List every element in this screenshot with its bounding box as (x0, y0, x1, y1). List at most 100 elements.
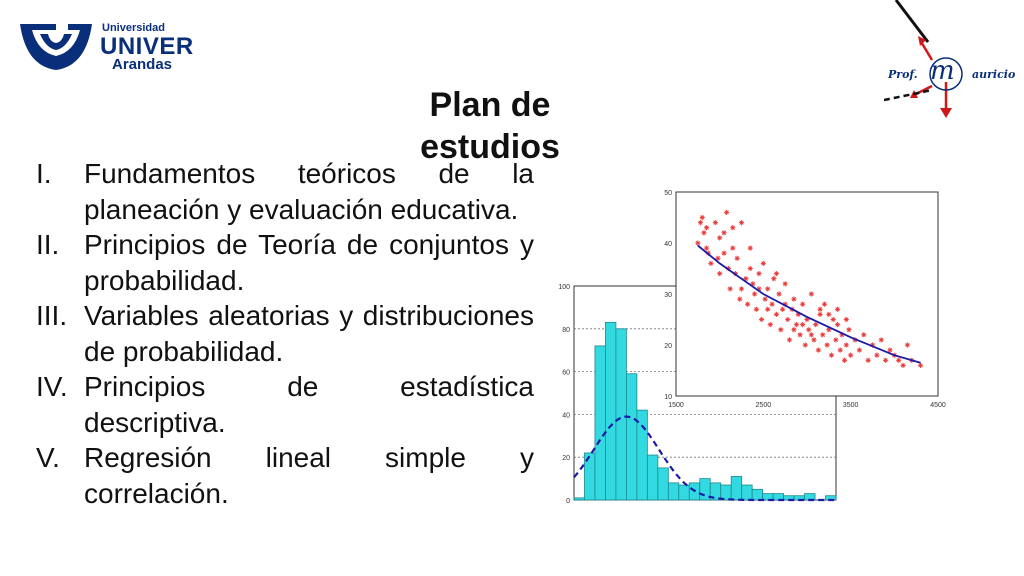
scatter-y-tick-label: 50 (664, 190, 672, 197)
scatter-point (800, 322, 806, 328)
scatter-point (802, 342, 808, 348)
scatter-point (738, 220, 745, 226)
scatter-point (699, 214, 705, 221)
histogram-y-tick-label: 20 (562, 455, 570, 462)
scatter-point (776, 291, 782, 297)
scatter-point (765, 306, 771, 312)
histogram-bar (594, 345, 606, 501)
histogram-bar (730, 476, 743, 501)
signature-rest: auricio (972, 68, 1016, 81)
scatter-point (778, 327, 784, 333)
topic-text: Regresión lineal simple y correlación. (84, 442, 534, 509)
histogram-y-tick-label: 100 (558, 284, 570, 291)
scatter-y-tick-label: 30 (664, 292, 672, 299)
scatter-point (737, 296, 743, 302)
topic-number: V. (36, 442, 60, 473)
scatter-point (747, 265, 753, 272)
slide-title: Plan de estudios (420, 86, 560, 166)
scatter-frame (675, 191, 939, 397)
scatter-point (917, 362, 924, 368)
scatter-point (779, 306, 786, 312)
scatter-point (811, 337, 817, 343)
scatter-point (791, 296, 797, 302)
scatter-point (821, 301, 828, 307)
scatter-point (701, 230, 707, 236)
scatter-point (773, 311, 780, 317)
scatter-point (820, 332, 826, 338)
university-logo: Universidad UNIVER Arandas (16, 14, 193, 74)
scatter-point (878, 337, 884, 343)
scatter-point (767, 322, 773, 328)
topic-item: IV. Principios de estadística descriptiva… (36, 369, 534, 440)
scatter-y-tick-label: 10 (664, 394, 672, 401)
topic-number: II. (36, 229, 60, 260)
histogram-bar (720, 484, 732, 501)
topic-number: IV. (36, 371, 68, 402)
logo-line-2: UNIVER (100, 33, 194, 60)
scatter-point (758, 316, 765, 323)
scatter-point (861, 332, 867, 338)
course-topic-list: I. Fundamentos teóricos de la planeación … (36, 156, 534, 511)
scatter-point (833, 337, 839, 343)
scatter-y-tick-label: 40 (664, 241, 672, 248)
scatter-point (837, 347, 843, 353)
scatter-point (843, 316, 849, 323)
scatter-point (824, 342, 830, 348)
histogram-y-tick-label: 60 (562, 370, 570, 377)
histogram-bar (605, 321, 617, 501)
logo-line-3: Arandas (112, 56, 173, 73)
histogram-density-curve (573, 415, 836, 502)
scatter-point (817, 306, 823, 312)
histogram-bar (626, 373, 638, 501)
scatter-point (703, 225, 710, 231)
scatter-point (900, 362, 906, 368)
scatter-point (695, 240, 701, 246)
scatter-point (817, 311, 823, 317)
scatter-point (708, 260, 714, 266)
scatter-point (745, 301, 751, 307)
scatter-point (712, 220, 718, 226)
scatter-point (834, 322, 841, 328)
topic-number: I. (36, 158, 52, 189)
scatter-point (769, 301, 775, 307)
scatter-point (738, 286, 745, 292)
topic-text: Principios de estadística descriptiva. (84, 371, 534, 438)
scatter-point (826, 311, 832, 317)
scatter-point (747, 245, 753, 251)
scatter-point (800, 301, 806, 307)
signature-prefix: Prof. (888, 68, 918, 81)
scatter-point (782, 281, 788, 287)
scatter-point (904, 342, 911, 348)
scatter-y-tick-label: 20 (664, 343, 672, 350)
topic-item: I. Fundamentos teóricos de la planeación … (36, 156, 534, 227)
scatter-point (724, 209, 730, 215)
logo-line-1: Universidad (102, 22, 165, 34)
scatter-point (760, 260, 766, 266)
scatter-point (721, 230, 727, 236)
scatter-point (828, 352, 835, 358)
scatter-point (773, 271, 780, 277)
scatter-point (721, 250, 727, 256)
scatter-point (762, 296, 768, 302)
histogram-y-tick-label: 40 (562, 412, 570, 419)
scatter-point (753, 306, 759, 312)
scatter-point (843, 342, 849, 348)
scatter-point (730, 225, 736, 231)
scatter-point (734, 255, 740, 261)
scatter-point (793, 322, 800, 328)
scatter-point (846, 327, 852, 333)
signature-arrows-icon (884, 0, 963, 118)
scatter-point (717, 271, 723, 277)
logo-emblem-icon (20, 24, 92, 70)
histogram-bar (678, 484, 690, 501)
scatter-point (815, 347, 821, 353)
topic-item: V. Regresión lineal simple y correlación. (36, 440, 534, 511)
scatter-point (727, 286, 733, 292)
scatter-point (883, 357, 889, 363)
scatter-chart: 10 20 30 40 50 1500 2500 3500 4500 (664, 190, 946, 409)
scatter-point (841, 357, 848, 363)
scatter-point (865, 357, 871, 363)
scatter-point (785, 316, 791, 323)
histogram-bar (636, 409, 648, 501)
scatter-point (806, 327, 812, 333)
